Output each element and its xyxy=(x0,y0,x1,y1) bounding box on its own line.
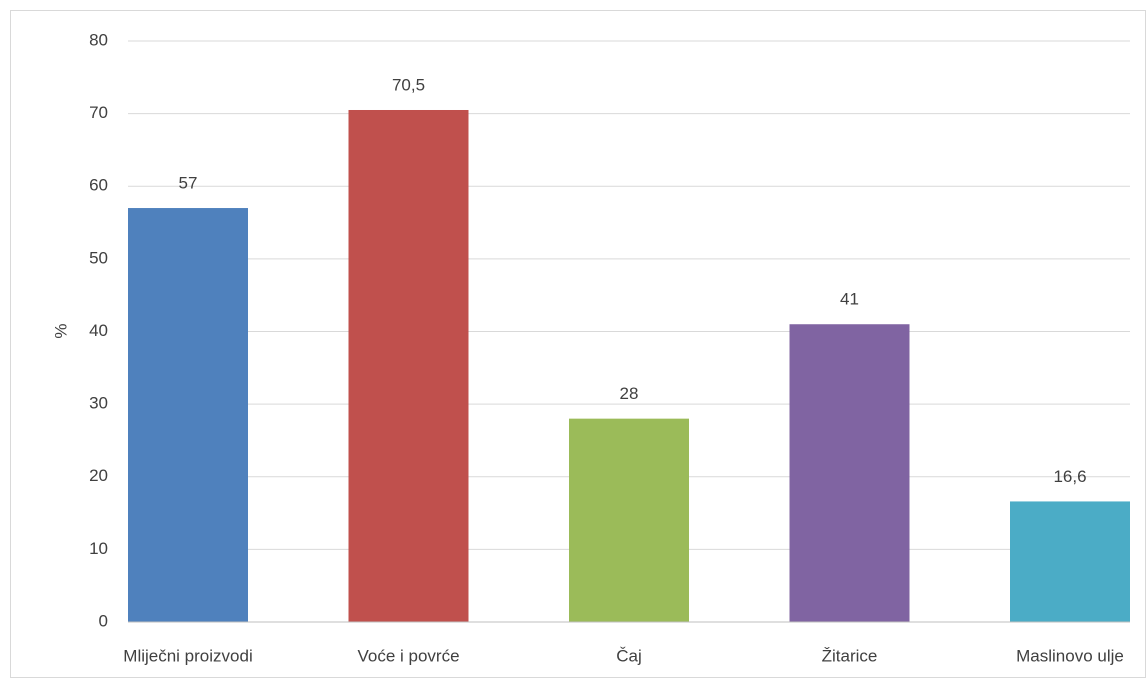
x-tick-label: Žitarice xyxy=(822,646,878,665)
y-tick-label: 40 xyxy=(89,321,108,340)
data-label: 70,5 xyxy=(392,75,425,94)
bar xyxy=(348,109,469,622)
data-label: 57 xyxy=(179,174,198,193)
x-tick-label: Maslinovo ulje xyxy=(1016,646,1124,665)
data-label: 16,6 xyxy=(1053,467,1086,486)
y-tick-label: 10 xyxy=(89,539,108,558)
bar xyxy=(569,418,689,622)
x-tick-label: Voće i povrće xyxy=(357,646,459,665)
y-tick-label: 70 xyxy=(89,103,108,122)
data-label: 41 xyxy=(840,290,859,309)
x-tick-label: Mliječni proizvodi xyxy=(123,646,252,665)
data-label: 28 xyxy=(620,384,639,403)
y-tick-label: 0 xyxy=(99,611,108,630)
bar xyxy=(128,208,248,622)
y-tick-label: 80 xyxy=(89,30,108,49)
bar xyxy=(789,324,910,622)
x-tick-label: Čaj xyxy=(616,646,642,665)
y-tick-label: 50 xyxy=(89,248,108,267)
y-tick-label: 20 xyxy=(89,466,108,485)
y-axis-label: % xyxy=(51,323,70,338)
y-tick-label: 60 xyxy=(89,176,108,195)
y-tick-label: 30 xyxy=(89,394,108,413)
bar xyxy=(1010,501,1130,622)
